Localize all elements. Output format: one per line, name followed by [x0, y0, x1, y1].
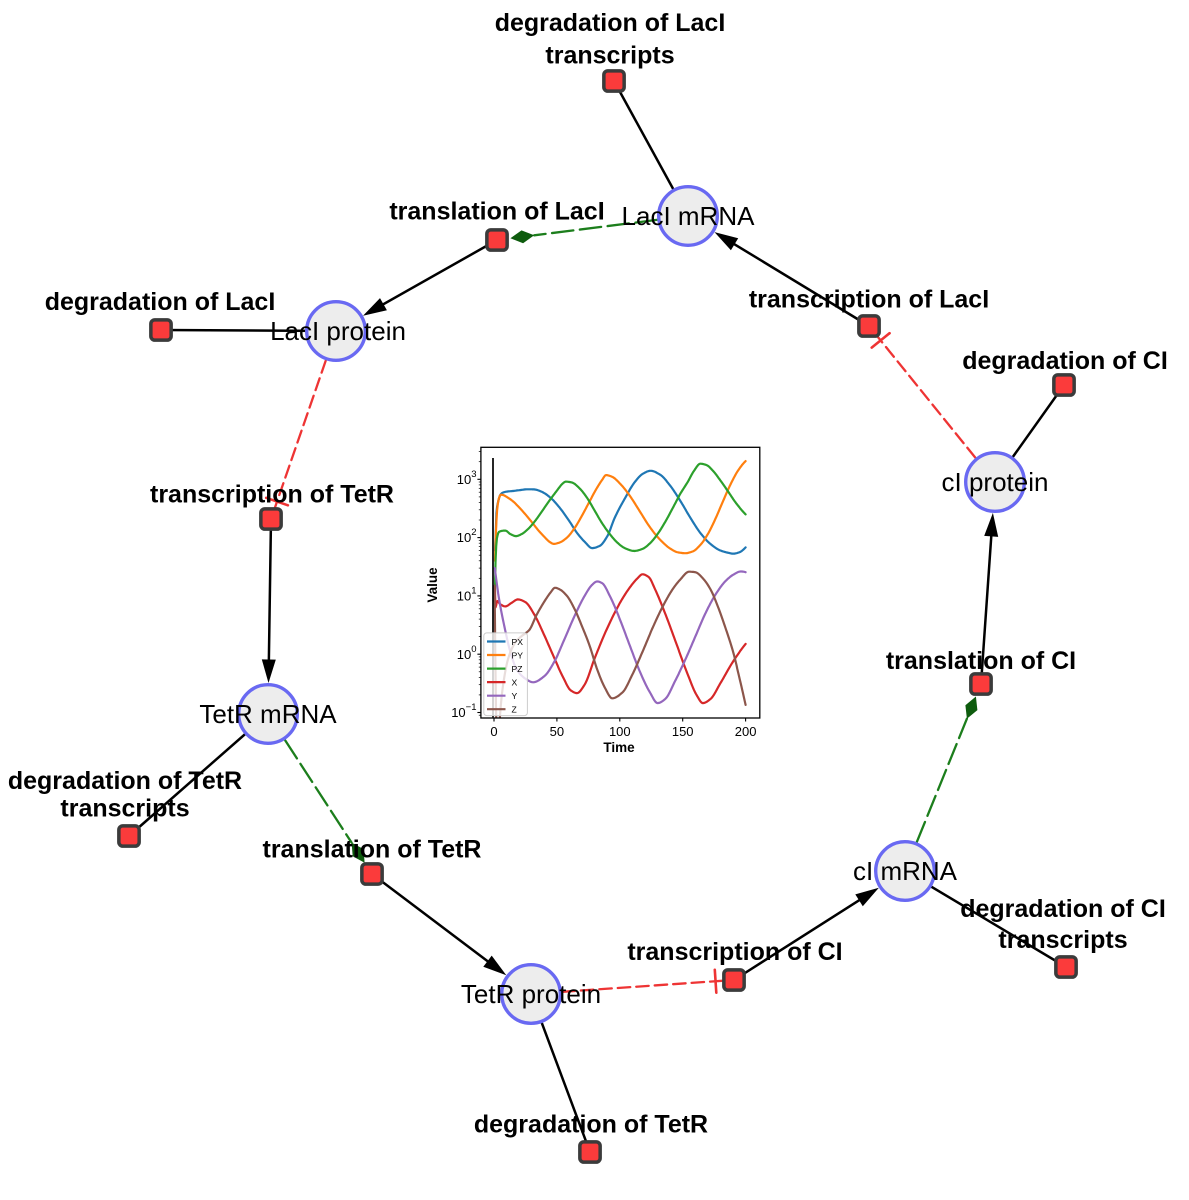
svg-text:transcription of LacI: transcription of LacI — [749, 286, 989, 314]
svg-text:degradation of TetR: degradation of TetR — [474, 1111, 708, 1139]
svg-text:200: 200 — [735, 724, 757, 739]
svg-text:cI protein: cI protein — [942, 467, 1049, 497]
svg-text:transcription of CI: transcription of CI — [627, 938, 842, 966]
svg-text:LacI mRNA: LacI mRNA — [622, 201, 756, 231]
svg-text:transcription of TetR: transcription of TetR — [150, 481, 394, 509]
svg-text:Value: Value — [425, 567, 440, 603]
svg-text:TetR protein: TetR protein — [461, 979, 601, 1009]
svg-text:50: 50 — [550, 724, 564, 739]
svg-text:translation of TetR: translation of TetR — [263, 836, 482, 864]
svg-text:degradation of TetR: degradation of TetR — [8, 767, 242, 795]
svg-text:degradation of CI: degradation of CI — [962, 347, 1168, 375]
svg-text:X: X — [512, 678, 518, 688]
svg-text:0: 0 — [490, 724, 497, 739]
svg-text:150: 150 — [672, 724, 694, 739]
svg-text:transcripts: transcripts — [60, 795, 189, 823]
svg-text:Y: Y — [512, 691, 518, 701]
svg-text:100: 100 — [609, 724, 631, 739]
svg-text:cI mRNA: cI mRNA — [853, 856, 958, 886]
svg-text:Time: Time — [603, 740, 635, 755]
svg-text:transcripts: transcripts — [998, 926, 1127, 954]
svg-text:translation of LacI: translation of LacI — [389, 198, 604, 226]
svg-text:translation of CI: translation of CI — [886, 647, 1076, 675]
svg-text:degradation of LacI: degradation of LacI — [495, 9, 726, 37]
svg-text:degradation of CI: degradation of CI — [960, 895, 1166, 923]
svg-text:LacI protein: LacI protein — [270, 316, 406, 346]
svg-text:Z: Z — [512, 705, 517, 715]
svg-text:PX: PX — [512, 637, 524, 647]
svg-text:degradation of LacI: degradation of LacI — [45, 288, 276, 316]
svg-text:transcripts: transcripts — [545, 42, 674, 70]
svg-text:PZ: PZ — [512, 664, 523, 674]
svg-text:TetR mRNA: TetR mRNA — [199, 699, 337, 729]
svg-text:PY: PY — [512, 650, 524, 660]
